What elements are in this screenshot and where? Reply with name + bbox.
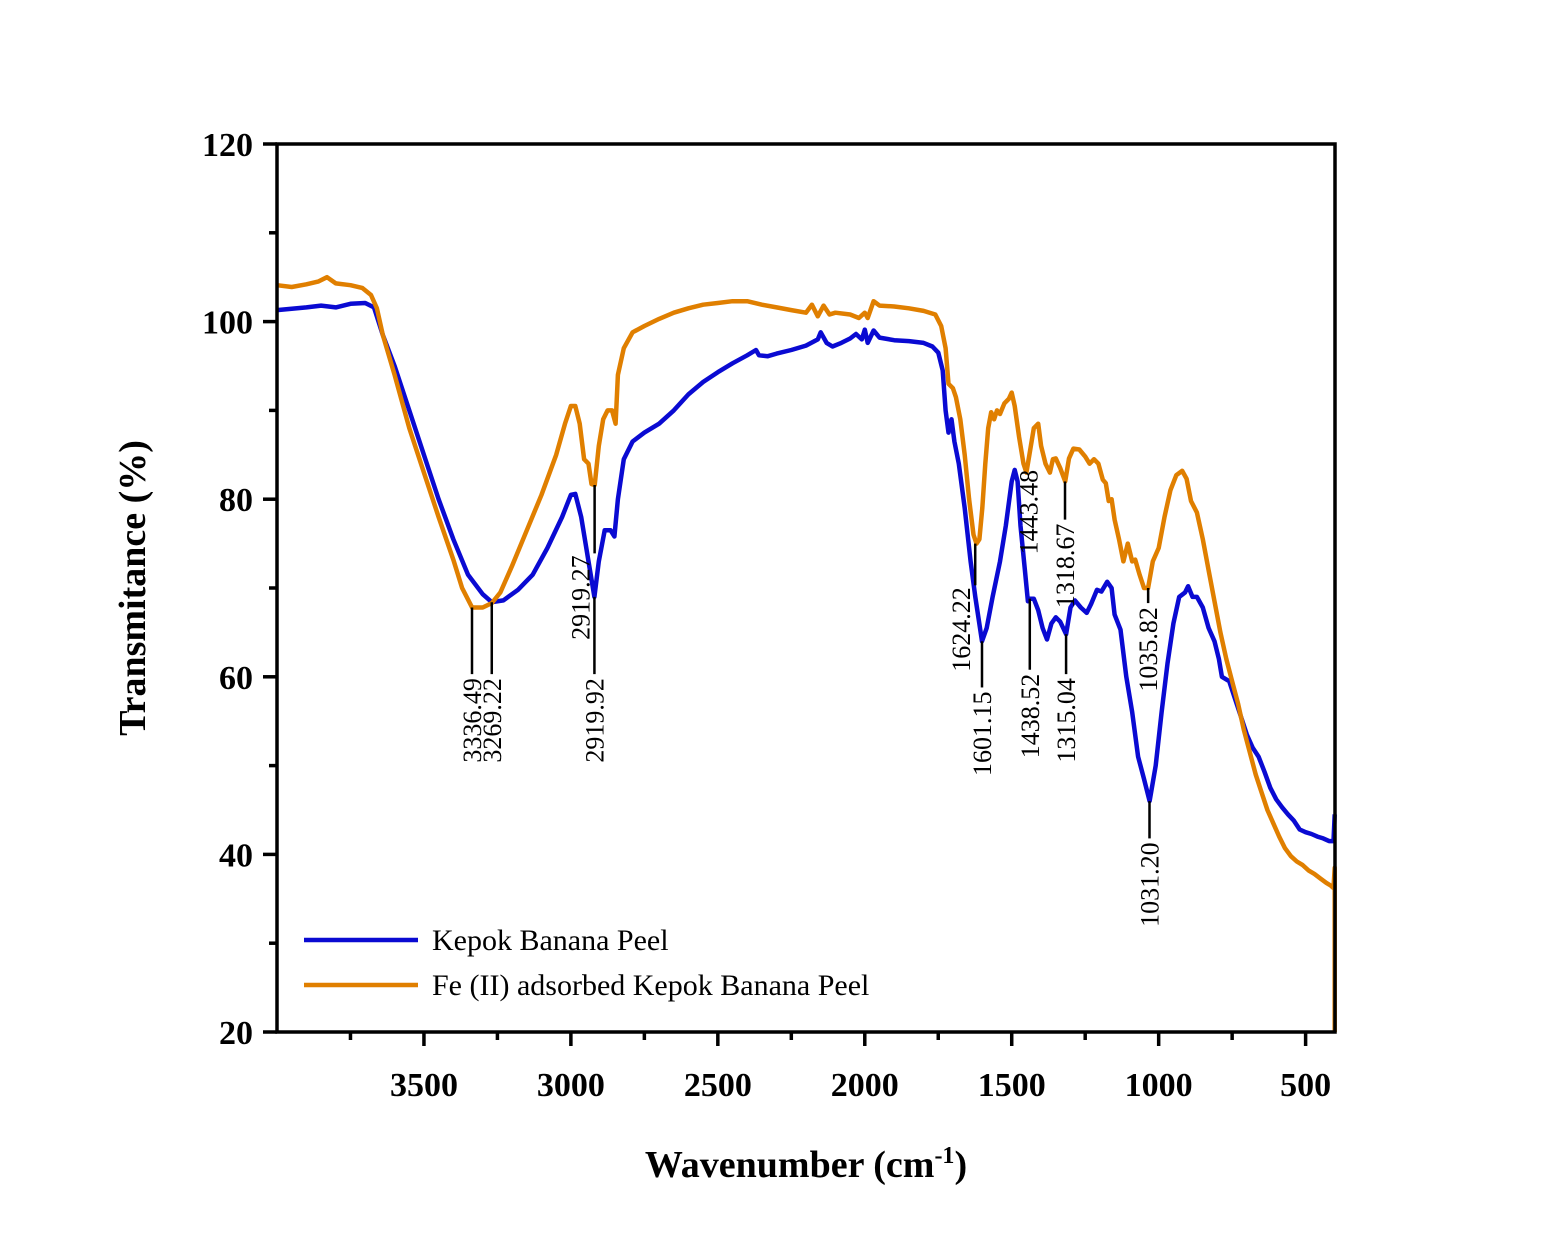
- peak-label: 1443.48: [1014, 470, 1043, 555]
- peak-label: 3269.22: [478, 678, 507, 763]
- peak-label: 1438.52: [1016, 674, 1045, 759]
- y-tick-label: 20: [219, 1015, 253, 1052]
- x-tick-label: 3500: [390, 1067, 458, 1104]
- peak-annotation: 3269.22: [478, 602, 507, 763]
- series-line-fe-adsorbed: [276, 274, 1337, 1032]
- peak-annotation: 1624.22: [947, 543, 977, 672]
- y-tick-label: 40: [219, 837, 253, 874]
- peak-annotation: 1438.52: [1016, 598, 1045, 759]
- axis-layer: 3500 3000 2500 2000 1500 1000 500 20 40 60 80 100 12…: [202, 127, 1331, 1104]
- x-tick-label: 3000: [537, 1067, 605, 1104]
- x-tick-label: 2000: [831, 1067, 899, 1104]
- peak-annotation: 2919.27: [567, 484, 596, 640]
- peak-label: 1624.22: [947, 587, 976, 672]
- series-line-kepok: [276, 300, 1337, 844]
- peak-label: 1315.04: [1052, 678, 1081, 763]
- legend-label-fe-adsorbed: Fe (II) adsorbed Kepok Banana Peel: [432, 969, 869, 1002]
- peak-label: 1601.15: [968, 692, 997, 777]
- peak-annotation: 2919.92: [580, 596, 609, 763]
- x-tick-label: 500: [1280, 1067, 1331, 1104]
- y-tick-label: 120: [202, 127, 253, 164]
- peak-annotation: 1315.04: [1052, 634, 1081, 763]
- x-axis-title: Wavenumber (cm-1): [645, 1143, 967, 1186]
- series-layer: [276, 274, 1337, 1032]
- x-tick-label: 1000: [1125, 1067, 1193, 1104]
- peak-annotation: 1035.82: [1134, 588, 1163, 692]
- peak-annotation: 3336.49: [458, 607, 487, 763]
- y-tick-label: 60: [219, 660, 253, 697]
- peak-label: 2919.92: [580, 678, 609, 763]
- y-tick-label: 100: [202, 305, 253, 342]
- peak-label: 2919.27: [567, 555, 596, 640]
- plot-frame: [275, 142, 1337, 1034]
- y-tick-label: 80: [219, 482, 253, 519]
- legend: Kepok Banana Peel Fe (II) adsorbed Kepok…: [304, 924, 869, 1002]
- legend-label-kepok: Kepok Banana Peel: [432, 924, 669, 957]
- peak-label: 3336.49: [458, 678, 487, 763]
- peak-annotation: 1601.15: [968, 641, 997, 776]
- peak-label: 1035.82: [1134, 607, 1163, 692]
- x-tick-label: 2500: [684, 1067, 752, 1104]
- peak-annotation: 1318.67: [1051, 481, 1080, 608]
- peak-annotation: 1031.20: [1136, 801, 1165, 927]
- peak-label: 1031.20: [1136, 842, 1165, 927]
- peak-label: 1318.67: [1051, 524, 1080, 609]
- y-axis-title: Transmitance (%): [112, 440, 154, 736]
- peak-annotation: 1443.48: [1014, 470, 1043, 555]
- x-tick-label: 1500: [978, 1067, 1046, 1104]
